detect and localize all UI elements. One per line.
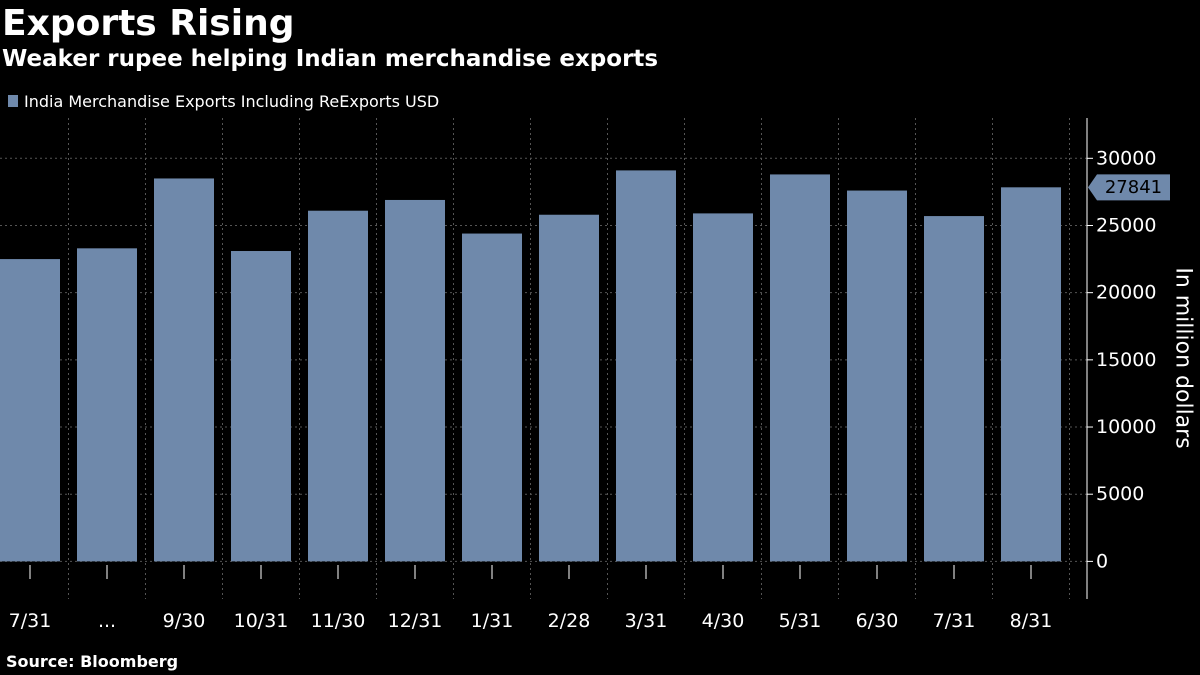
bar [847, 190, 907, 562]
chart-subtitle: Weaker rupee helping Indian merchandise … [2, 46, 659, 72]
x-tick-label: 2/28 [548, 610, 591, 632]
bar [693, 213, 753, 562]
x-tick-label: 7/31 [933, 610, 976, 632]
legend-label: India Merchandise Exports Including ReEx… [24, 91, 440, 111]
x-tick-label: 8/31 [1010, 610, 1053, 632]
bars [0, 170, 1061, 562]
bar [77, 248, 137, 562]
bar [0, 259, 60, 562]
x-tick-label: 10/31 [234, 610, 289, 632]
x-tick-label: 5/31 [779, 610, 822, 632]
x-tick-label: 6/30 [856, 610, 899, 632]
source-note: Source: Bloomberg [6, 652, 179, 671]
x-axis-labels: 7/31... 9/30 10/31 11/30 12/31 1/31 2/28 3/31 4/… [9, 565, 1053, 632]
bar [462, 233, 522, 562]
bar [1001, 187, 1061, 562]
x-tick-label: 11/30 [311, 610, 366, 632]
y-tick-label: 15000 [1096, 349, 1156, 371]
y-tick-label: 0 [1096, 550, 1108, 572]
y-axis-title: In million dollars [1171, 267, 1196, 448]
x-tick-label: ... [98, 610, 116, 632]
last-value-callout-shape [1088, 174, 1170, 201]
bar [385, 199, 445, 562]
bar [616, 170, 676, 562]
bar [308, 210, 368, 562]
y-tick-label: 10000 [1096, 416, 1156, 438]
x-tick-label: 7/31 [9, 610, 52, 632]
bar [154, 178, 214, 562]
bar [539, 214, 599, 562]
y-tick-label: 5000 [1096, 483, 1144, 505]
last-value-label: 27841 [1105, 177, 1162, 198]
bar [924, 216, 984, 562]
y-tick-label: 25000 [1096, 214, 1156, 236]
y-axis: 0 5000 10000 15000 20000 25000 30000 [1086, 118, 1156, 599]
bar [231, 251, 291, 562]
legend: India Merchandise Exports Including ReEx… [8, 90, 439, 112]
x-tick-label: 9/30 [163, 610, 206, 632]
y-tick-label: 30000 [1096, 147, 1156, 169]
y-tick-label: 20000 [1096, 282, 1156, 304]
x-tick-label: 1/31 [471, 610, 514, 632]
legend-swatch [8, 95, 18, 107]
bar [770, 174, 830, 562]
chart-title: Exports Rising [2, 3, 295, 44]
x-tick-label: 3/31 [625, 610, 668, 632]
x-tick-label: 4/30 [702, 610, 745, 632]
x-tick-label: 12/31 [388, 610, 443, 632]
last-value-callout: 27841 [1088, 174, 1170, 201]
